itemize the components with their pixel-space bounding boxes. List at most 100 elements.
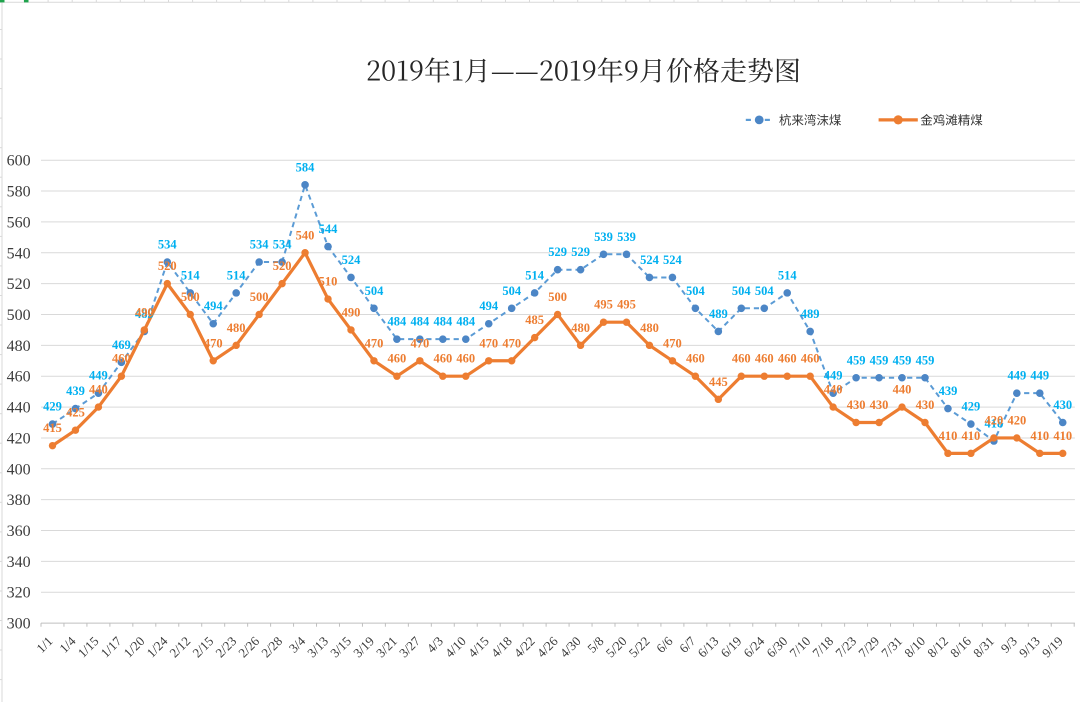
svg-text:470: 470 [204, 336, 223, 350]
svg-text:504: 504 [755, 284, 775, 298]
svg-text:449: 449 [1030, 369, 1049, 383]
svg-text:480: 480 [640, 321, 659, 335]
svg-text:440: 440 [893, 383, 912, 397]
svg-text:504: 504 [686, 284, 706, 298]
svg-text:470: 470 [479, 336, 498, 350]
svg-text:485: 485 [525, 313, 544, 327]
svg-text:459: 459 [847, 353, 866, 367]
svg-text:584: 584 [296, 160, 316, 174]
svg-text:445: 445 [709, 375, 728, 389]
svg-text:360: 360 [7, 523, 31, 540]
svg-text:600: 600 [7, 153, 31, 170]
svg-text:430: 430 [847, 398, 866, 412]
svg-text:460: 460 [7, 369, 31, 386]
svg-text:484: 484 [433, 315, 453, 329]
svg-text:410: 410 [962, 429, 981, 443]
svg-text:460: 460 [778, 352, 797, 366]
svg-text:534: 534 [158, 238, 178, 252]
svg-text:460: 460 [112, 352, 131, 366]
svg-text:489: 489 [801, 307, 820, 321]
svg-text:510: 510 [319, 275, 338, 289]
svg-text:439: 439 [66, 384, 85, 398]
svg-text:534: 534 [250, 238, 270, 252]
svg-text:429: 429 [43, 400, 62, 414]
svg-text:320: 320 [7, 585, 31, 602]
svg-text:459: 459 [916, 353, 935, 367]
svg-text:489: 489 [709, 307, 728, 321]
svg-text:459: 459 [893, 353, 912, 367]
svg-text:400: 400 [7, 461, 31, 478]
svg-text:439: 439 [939, 384, 958, 398]
svg-text:520: 520 [158, 259, 177, 273]
svg-text:420: 420 [1007, 413, 1026, 427]
svg-text:470: 470 [663, 336, 682, 350]
svg-text:540: 540 [296, 228, 315, 242]
svg-text:520: 520 [273, 259, 292, 273]
svg-text:340: 340 [7, 554, 31, 571]
svg-text:430: 430 [916, 398, 935, 412]
svg-text:420: 420 [7, 430, 31, 447]
svg-text:425: 425 [66, 406, 85, 420]
svg-text:460: 460 [732, 352, 751, 366]
svg-text:494: 494 [479, 299, 499, 313]
svg-text:484: 484 [388, 315, 408, 329]
svg-text:449: 449 [1007, 369, 1026, 383]
svg-text:440: 440 [824, 383, 843, 397]
svg-text:529: 529 [548, 245, 567, 259]
svg-text:415: 415 [43, 421, 62, 435]
svg-text:484: 484 [410, 315, 430, 329]
svg-text:480: 480 [7, 338, 31, 355]
svg-text:529: 529 [571, 245, 590, 259]
svg-text:440: 440 [89, 383, 108, 397]
svg-text:460: 460 [388, 352, 407, 366]
svg-text:520: 520 [7, 276, 31, 293]
svg-text:524: 524 [342, 253, 362, 267]
svg-text:418: 418 [984, 417, 1003, 431]
svg-text:500: 500 [7, 307, 31, 324]
svg-text:449: 449 [89, 369, 108, 383]
svg-text:489: 489 [135, 307, 154, 321]
svg-text:470: 470 [502, 336, 521, 350]
svg-text:494: 494 [204, 299, 224, 313]
svg-text:495: 495 [594, 298, 613, 312]
svg-text:514: 514 [181, 268, 201, 282]
svg-text:460: 460 [456, 352, 475, 366]
svg-text:300: 300 [7, 616, 31, 633]
svg-text:495: 495 [617, 298, 636, 312]
svg-text:500: 500 [181, 290, 200, 304]
svg-text:580: 580 [7, 184, 31, 201]
svg-text:484: 484 [456, 315, 476, 329]
svg-text:449: 449 [824, 369, 843, 383]
svg-text:500: 500 [250, 290, 269, 304]
svg-text:504: 504 [365, 284, 385, 298]
svg-text:514: 514 [227, 268, 247, 282]
svg-text:430: 430 [1053, 398, 1072, 412]
svg-text:504: 504 [502, 284, 522, 298]
svg-text:429: 429 [962, 400, 981, 414]
svg-text:460: 460 [801, 352, 820, 366]
svg-text:480: 480 [571, 321, 590, 335]
svg-text:490: 490 [135, 305, 154, 319]
svg-text:470: 470 [365, 336, 384, 350]
svg-text:469: 469 [112, 338, 131, 352]
svg-text:539: 539 [594, 230, 613, 244]
svg-text:540: 540 [7, 245, 31, 262]
svg-text:410: 410 [1030, 429, 1049, 443]
svg-text:539: 539 [617, 230, 636, 244]
svg-text:514: 514 [525, 268, 545, 282]
svg-text:410: 410 [1053, 429, 1072, 443]
svg-text:534: 534 [273, 238, 293, 252]
svg-text:544: 544 [319, 222, 339, 236]
svg-text:560: 560 [7, 214, 31, 231]
svg-text:460: 460 [686, 352, 705, 366]
svg-text:490: 490 [342, 305, 361, 319]
svg-text:459: 459 [870, 353, 889, 367]
svg-text:500: 500 [548, 290, 567, 304]
svg-text:480: 480 [227, 321, 246, 335]
svg-text:470: 470 [410, 336, 429, 350]
svg-text:460: 460 [755, 352, 774, 366]
svg-text:420: 420 [984, 413, 1003, 427]
svg-text:410: 410 [939, 429, 958, 443]
svg-text:380: 380 [7, 492, 31, 509]
svg-text:524: 524 [663, 253, 683, 267]
